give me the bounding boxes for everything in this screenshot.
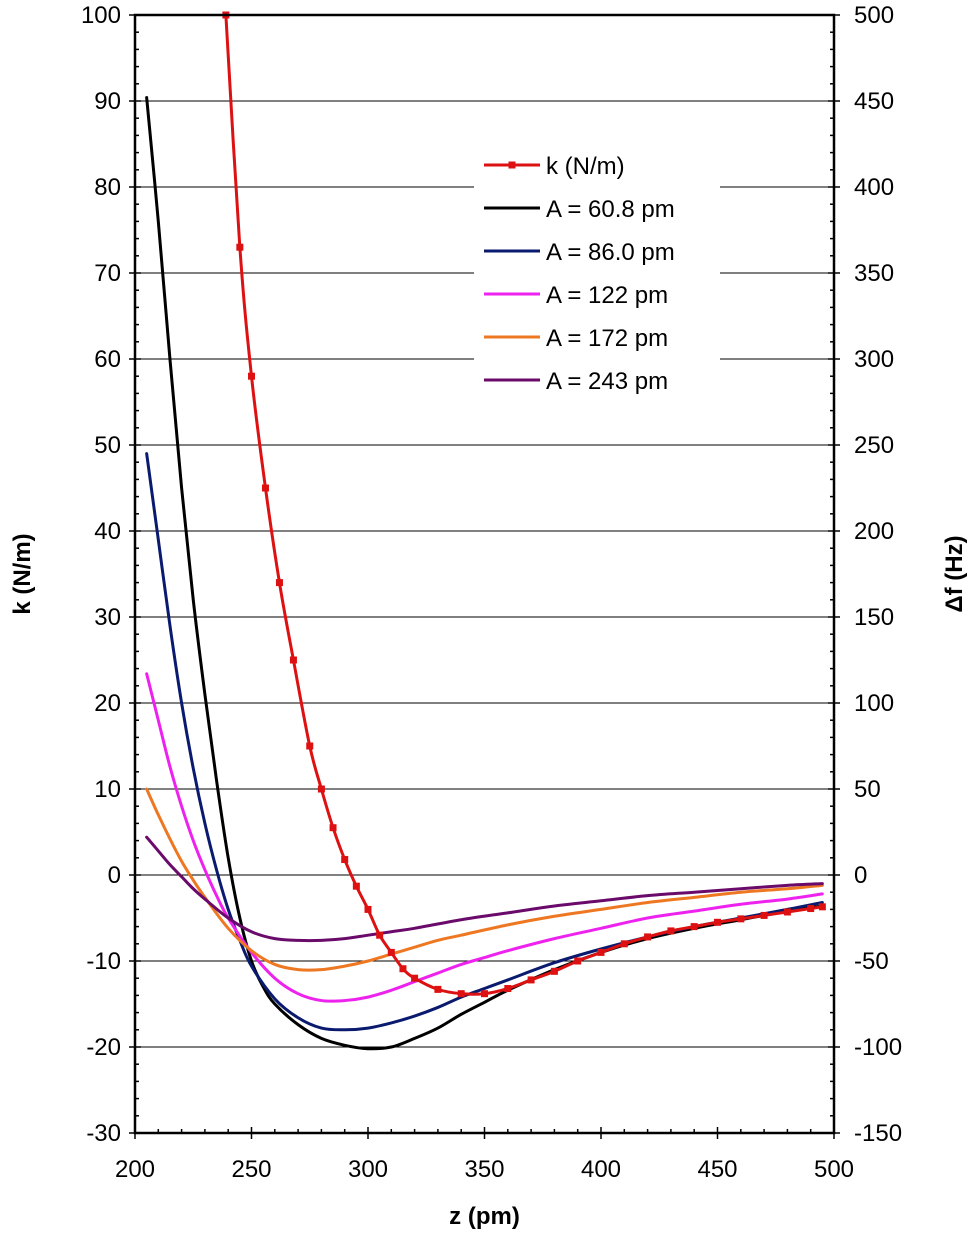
y-left-tick-label: -30 bbox=[86, 1120, 121, 1147]
y-left-tick-label: 30 bbox=[94, 604, 121, 631]
y-right-tick-label: 300 bbox=[854, 346, 894, 373]
series-marker bbox=[818, 903, 826, 911]
series-marker bbox=[352, 882, 360, 890]
y-right-tick-label: -150 bbox=[854, 1120, 902, 1147]
y-right-tick-label: 250 bbox=[854, 432, 894, 459]
series-marker bbox=[236, 243, 244, 251]
y-left-axis-title: k (N/m) bbox=[9, 533, 36, 614]
series-marker bbox=[317, 785, 325, 793]
series-marker bbox=[807, 905, 815, 913]
series-marker bbox=[737, 915, 745, 923]
y-left-tick-label: 10 bbox=[94, 776, 121, 803]
x-tick-label: 250 bbox=[231, 1156, 271, 1183]
series-marker bbox=[574, 957, 582, 965]
legend-background bbox=[474, 145, 720, 407]
series-marker bbox=[667, 927, 675, 935]
series-marker bbox=[690, 923, 698, 931]
series-marker bbox=[364, 905, 372, 913]
series-marker bbox=[481, 990, 488, 998]
series-marker bbox=[275, 579, 283, 587]
x-tick-label: 350 bbox=[464, 1156, 504, 1183]
y-right-tick-label: 50 bbox=[854, 776, 881, 803]
y-left-tick-label: 50 bbox=[94, 432, 121, 459]
y-left-tick-label: 100 bbox=[81, 2, 121, 29]
y-left-tick-label: 40 bbox=[94, 518, 121, 545]
series-marker bbox=[341, 856, 349, 864]
y-left-tick-label: 60 bbox=[94, 346, 121, 373]
series-marker bbox=[399, 965, 407, 973]
series-marker bbox=[760, 911, 768, 919]
y-left-tick-label: 70 bbox=[94, 260, 121, 287]
series-marker bbox=[783, 908, 791, 916]
series-line-5 bbox=[145, 835, 824, 943]
legend-marker bbox=[508, 161, 516, 169]
y-right-tick-label: 150 bbox=[854, 604, 894, 631]
y-left-tick-label: 80 bbox=[94, 174, 121, 201]
y-right-tick-label: -50 bbox=[854, 948, 889, 975]
series-marker bbox=[329, 824, 337, 832]
tick-labels: -30-20-100102030405060708090100-150-100-… bbox=[81, 2, 902, 1183]
series-marker bbox=[434, 985, 442, 993]
series-line-2 bbox=[145, 452, 824, 1032]
y-left-tick-label: 0 bbox=[108, 862, 121, 889]
series-line-4 bbox=[145, 787, 824, 972]
series-marker bbox=[289, 656, 297, 664]
legend-label: k (N/m) bbox=[546, 153, 625, 180]
y-right-tick-label: -100 bbox=[854, 1034, 902, 1061]
series-marker bbox=[376, 931, 384, 939]
x-tick-label: 300 bbox=[348, 1156, 388, 1183]
x-tick-label: 200 bbox=[115, 1156, 155, 1183]
legend-label: A = 86.0 pm bbox=[546, 239, 675, 266]
series-marker bbox=[597, 948, 605, 956]
x-tick-label: 450 bbox=[697, 1156, 737, 1183]
series-marker bbox=[527, 976, 535, 984]
legend: k (N/m) A = 60.8 pm A = 86.0 pm A = 122 pm A… bbox=[474, 145, 720, 407]
y-left-tick-label: 90 bbox=[94, 88, 121, 115]
y-right-tick-label: 500 bbox=[854, 2, 894, 29]
legend-label: A = 172 pm bbox=[546, 325, 668, 352]
series-marker bbox=[261, 484, 269, 492]
series-line-3 bbox=[145, 672, 824, 1003]
series-marker bbox=[457, 990, 465, 998]
x-tick-label: 500 bbox=[814, 1156, 854, 1183]
y-right-tick-label: 450 bbox=[854, 88, 894, 115]
series-lines bbox=[145, 11, 826, 1051]
series-marker bbox=[411, 974, 419, 982]
series-marker bbox=[644, 933, 652, 941]
series-marker bbox=[248, 372, 255, 380]
legend-label: A = 243 pm bbox=[546, 368, 668, 395]
y-left-tick-label: -10 bbox=[86, 948, 121, 975]
y-left-tick-label: -20 bbox=[86, 1034, 121, 1061]
y-left-tick-label: 20 bbox=[94, 690, 121, 717]
series-marker bbox=[620, 940, 628, 948]
series-marker bbox=[504, 985, 512, 993]
y-right-tick-label: 100 bbox=[854, 690, 894, 717]
series-marker bbox=[714, 918, 721, 926]
y-right-tick-label: 350 bbox=[854, 260, 894, 287]
y-right-tick-label: 400 bbox=[854, 174, 894, 201]
y-right-tick-label: 200 bbox=[854, 518, 894, 545]
series-marker bbox=[387, 948, 395, 956]
legend-label: A = 60.8 pm bbox=[546, 196, 675, 223]
series-marker bbox=[550, 967, 558, 975]
x-axis-title: z (pm) bbox=[449, 1203, 520, 1230]
y-right-tick-label: 0 bbox=[854, 862, 867, 889]
series-marker bbox=[306, 742, 314, 750]
y-right-axis-title: Δf (Hz) bbox=[941, 535, 968, 612]
legend-label: A = 122 pm bbox=[546, 282, 668, 309]
x-tick-label: 400 bbox=[581, 1156, 621, 1183]
axes bbox=[129, 13, 840, 1139]
